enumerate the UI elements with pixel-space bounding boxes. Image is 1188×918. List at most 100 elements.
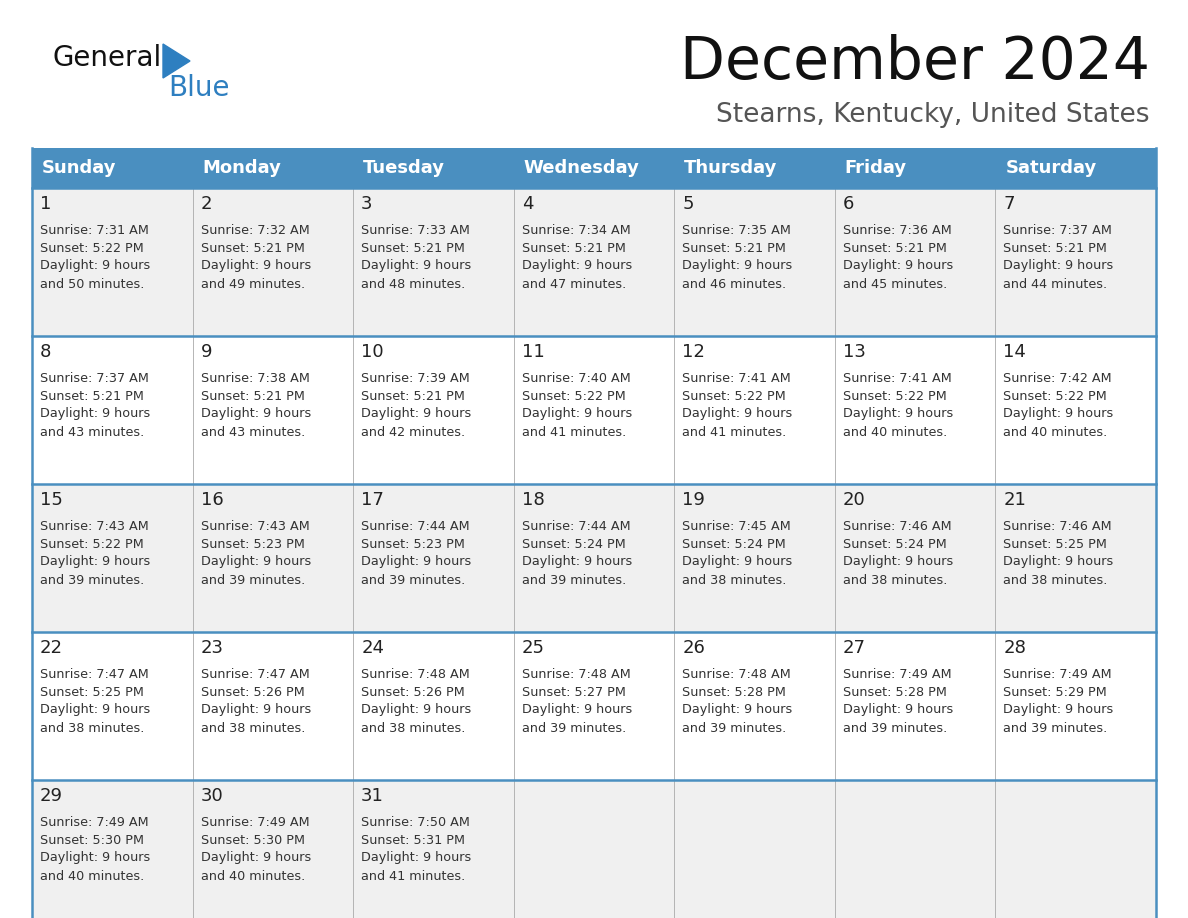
Text: Sunrise: 7:49 AM: Sunrise: 7:49 AM	[842, 667, 952, 680]
Text: 18: 18	[522, 491, 544, 509]
Text: Sunset: 5:25 PM: Sunset: 5:25 PM	[40, 686, 144, 699]
Text: Friday: Friday	[845, 159, 906, 177]
Text: and 49 minutes.: and 49 minutes.	[201, 277, 304, 290]
Text: Sunset: 5:24 PM: Sunset: 5:24 PM	[522, 538, 625, 551]
Text: and 40 minutes.: and 40 minutes.	[201, 869, 305, 882]
Text: Sunrise: 7:35 AM: Sunrise: 7:35 AM	[682, 223, 791, 237]
Text: 26: 26	[682, 639, 706, 657]
Text: Daylight: 9 hours: Daylight: 9 hours	[201, 555, 311, 568]
Text: Sunset: 5:30 PM: Sunset: 5:30 PM	[40, 834, 144, 846]
Text: Daylight: 9 hours: Daylight: 9 hours	[201, 852, 311, 865]
Text: Sunrise: 7:48 AM: Sunrise: 7:48 AM	[682, 667, 791, 680]
Text: Daylight: 9 hours: Daylight: 9 hours	[201, 408, 311, 420]
Text: Sunset: 5:21 PM: Sunset: 5:21 PM	[842, 241, 947, 254]
Text: Daylight: 9 hours: Daylight: 9 hours	[1004, 703, 1113, 717]
Text: Sunrise: 7:37 AM: Sunrise: 7:37 AM	[1004, 223, 1112, 237]
Text: 29: 29	[40, 787, 63, 805]
Bar	[675, 148, 835, 188]
Text: Sunrise: 7:41 AM: Sunrise: 7:41 AM	[842, 372, 952, 385]
Bar	[32, 484, 1156, 632]
Text: Sunrise: 7:49 AM: Sunrise: 7:49 AM	[201, 815, 309, 829]
Text: and 40 minutes.: and 40 minutes.	[842, 426, 947, 439]
Text: and 45 minutes.: and 45 minutes.	[842, 277, 947, 290]
Text: Wednesday: Wednesday	[524, 159, 639, 177]
Text: 27: 27	[842, 639, 866, 657]
Text: Monday: Monday	[203, 159, 282, 177]
Text: 28: 28	[1004, 639, 1026, 657]
Text: Sunday: Sunday	[42, 159, 116, 177]
Text: Sunrise: 7:46 AM: Sunrise: 7:46 AM	[1004, 520, 1112, 532]
Text: Daylight: 9 hours: Daylight: 9 hours	[40, 703, 150, 717]
Text: Daylight: 9 hours: Daylight: 9 hours	[361, 408, 472, 420]
Text: Daylight: 9 hours: Daylight: 9 hours	[522, 260, 632, 273]
Text: Sunrise: 7:34 AM: Sunrise: 7:34 AM	[522, 223, 631, 237]
Text: 23: 23	[201, 639, 223, 657]
Text: and 42 minutes.: and 42 minutes.	[361, 426, 466, 439]
Text: Sunrise: 7:45 AM: Sunrise: 7:45 AM	[682, 520, 791, 532]
Text: and 39 minutes.: and 39 minutes.	[682, 722, 786, 734]
Text: Sunset: 5:21 PM: Sunset: 5:21 PM	[682, 241, 786, 254]
Text: Daylight: 9 hours: Daylight: 9 hours	[40, 555, 150, 568]
Text: 15: 15	[40, 491, 63, 509]
Text: Daylight: 9 hours: Daylight: 9 hours	[361, 555, 472, 568]
Text: 24: 24	[361, 639, 384, 657]
Text: Daylight: 9 hours: Daylight: 9 hours	[522, 408, 632, 420]
Text: 25: 25	[522, 639, 545, 657]
Bar	[32, 780, 1156, 918]
Text: and 38 minutes.: and 38 minutes.	[361, 722, 466, 734]
Text: and 39 minutes.: and 39 minutes.	[522, 722, 626, 734]
Text: 30: 30	[201, 787, 223, 805]
Text: Sunrise: 7:49 AM: Sunrise: 7:49 AM	[40, 815, 148, 829]
Text: 11: 11	[522, 343, 544, 361]
Text: Sunset: 5:22 PM: Sunset: 5:22 PM	[1004, 389, 1107, 402]
Text: Saturday: Saturday	[1005, 159, 1097, 177]
Text: Daylight: 9 hours: Daylight: 9 hours	[40, 852, 150, 865]
Text: Stearns, Kentucky, United States: Stearns, Kentucky, United States	[716, 102, 1150, 128]
Text: Tuesday: Tuesday	[364, 159, 446, 177]
Text: Sunset: 5:27 PM: Sunset: 5:27 PM	[522, 686, 626, 699]
Text: Sunset: 5:22 PM: Sunset: 5:22 PM	[40, 241, 144, 254]
Bar	[835, 148, 996, 188]
Text: 22: 22	[40, 639, 63, 657]
Text: and 47 minutes.: and 47 minutes.	[522, 277, 626, 290]
Text: Sunrise: 7:43 AM: Sunrise: 7:43 AM	[40, 520, 148, 532]
Text: and 50 minutes.: and 50 minutes.	[40, 277, 145, 290]
Text: Daylight: 9 hours: Daylight: 9 hours	[201, 703, 311, 717]
Text: Sunrise: 7:37 AM: Sunrise: 7:37 AM	[40, 372, 148, 385]
Text: Daylight: 9 hours: Daylight: 9 hours	[682, 703, 792, 717]
Text: 7: 7	[1004, 195, 1015, 213]
Text: 3: 3	[361, 195, 373, 213]
Text: Sunrise: 7:38 AM: Sunrise: 7:38 AM	[201, 372, 309, 385]
Text: 20: 20	[842, 491, 866, 509]
Bar	[32, 632, 1156, 780]
Text: Sunset: 5:21 PM: Sunset: 5:21 PM	[361, 241, 465, 254]
Text: Sunset: 5:22 PM: Sunset: 5:22 PM	[40, 538, 144, 551]
Text: and 38 minutes.: and 38 minutes.	[682, 574, 786, 587]
Text: 5: 5	[682, 195, 694, 213]
Text: 1: 1	[40, 195, 51, 213]
Text: and 39 minutes.: and 39 minutes.	[842, 722, 947, 734]
Bar	[996, 148, 1156, 188]
Text: Daylight: 9 hours: Daylight: 9 hours	[40, 260, 150, 273]
Text: Sunset: 5:29 PM: Sunset: 5:29 PM	[1004, 686, 1107, 699]
Text: December 2024: December 2024	[680, 33, 1150, 91]
Text: and 48 minutes.: and 48 minutes.	[361, 277, 466, 290]
Text: Sunrise: 7:40 AM: Sunrise: 7:40 AM	[522, 372, 631, 385]
Text: 17: 17	[361, 491, 384, 509]
Text: Sunset: 5:22 PM: Sunset: 5:22 PM	[522, 389, 625, 402]
Bar	[32, 148, 192, 188]
Text: Sunrise: 7:43 AM: Sunrise: 7:43 AM	[201, 520, 309, 532]
Text: and 41 minutes.: and 41 minutes.	[361, 869, 466, 882]
Text: and 43 minutes.: and 43 minutes.	[201, 426, 305, 439]
Text: Sunset: 5:21 PM: Sunset: 5:21 PM	[201, 389, 304, 402]
Text: and 38 minutes.: and 38 minutes.	[842, 574, 947, 587]
Text: 2: 2	[201, 195, 213, 213]
Text: Sunrise: 7:44 AM: Sunrise: 7:44 AM	[522, 520, 631, 532]
Text: 16: 16	[201, 491, 223, 509]
Text: Blue: Blue	[168, 74, 229, 102]
Text: Sunset: 5:28 PM: Sunset: 5:28 PM	[842, 686, 947, 699]
Text: Sunrise: 7:31 AM: Sunrise: 7:31 AM	[40, 223, 148, 237]
Text: Sunset: 5:24 PM: Sunset: 5:24 PM	[842, 538, 947, 551]
Text: Daylight: 9 hours: Daylight: 9 hours	[361, 260, 472, 273]
Text: 4: 4	[522, 195, 533, 213]
